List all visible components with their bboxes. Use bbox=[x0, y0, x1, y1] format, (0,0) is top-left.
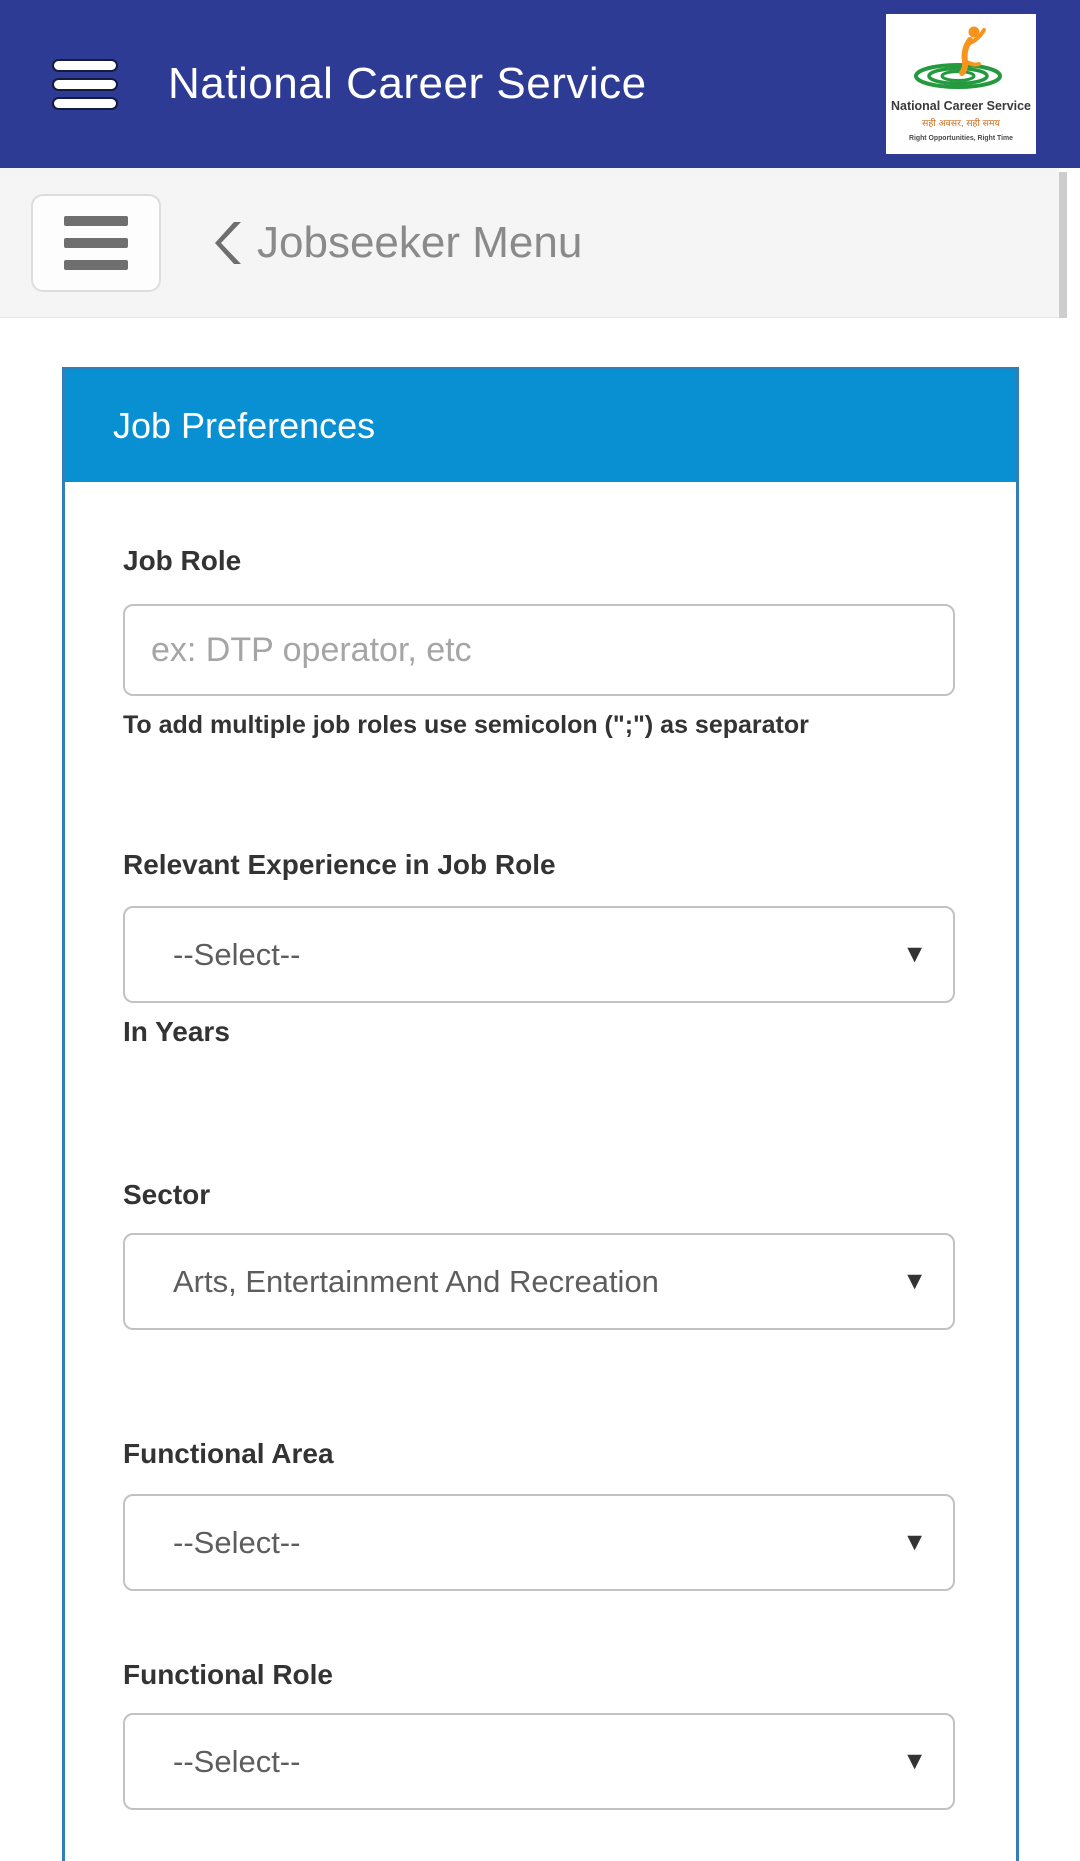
dropdown-caret-icon: ▼ bbox=[902, 940, 927, 968]
sector-label: Sector bbox=[123, 1179, 211, 1210]
hamburger-menu-icon[interactable] bbox=[52, 58, 118, 110]
hamburger-bar bbox=[64, 238, 128, 248]
dropdown-caret-icon: ▼ bbox=[902, 1267, 927, 1295]
card-title: Job Preferences bbox=[113, 405, 376, 446]
dropdown-caret-icon: ▼ bbox=[902, 1528, 927, 1556]
chevron-left-icon bbox=[215, 222, 241, 264]
job-role-input[interactable] bbox=[123, 604, 955, 696]
hamburger-icon bbox=[64, 216, 128, 226]
card-header: Job Preferences bbox=[65, 370, 1016, 482]
svg-text:National Career Service: National Career Service bbox=[891, 98, 1031, 113]
jobseeker-menu-bar: Jobseeker Menu bbox=[0, 168, 1080, 318]
in-years-label: In Years bbox=[123, 1016, 230, 1047]
functional-role-select[interactable]: --Select-- ▼ bbox=[123, 1713, 955, 1810]
hamburger-bar bbox=[52, 58, 118, 72]
experience-label: Relevant Experience in Job Role bbox=[123, 849, 556, 880]
job-role-label: Job Role bbox=[123, 545, 242, 576]
functional-role-select-value: --Select-- bbox=[173, 1743, 301, 1779]
dropdown-caret-icon: ▼ bbox=[902, 1747, 927, 1775]
leaping-person-icon bbox=[959, 26, 986, 76]
jobseeker-menu-surface: Jobseeker Menu bbox=[0, 168, 1059, 318]
sector-select[interactable]: Arts, Entertainment And Recreation ▼ bbox=[123, 1233, 955, 1330]
hamburger-bar bbox=[64, 260, 128, 270]
card-body: Job Role To add multiple job roles use s… bbox=[65, 482, 1016, 1861]
functional-area-select[interactable]: --Select-- ▼ bbox=[123, 1494, 955, 1591]
app-title: National Career Service bbox=[168, 59, 647, 108]
hamburger-bar bbox=[52, 77, 118, 91]
svg-text:Right Opportunities, Right Tim: Right Opportunities, Right Time bbox=[909, 133, 1013, 142]
ncs-logo-graphic: National Career Service सही अवसर, सही सम… bbox=[886, 14, 1036, 154]
scrollbar[interactable] bbox=[1059, 172, 1067, 318]
ncs-logo: National Career Service सही अवसर, सही सम… bbox=[886, 14, 1036, 154]
experience-select[interactable]: --Select-- ▼ bbox=[123, 906, 955, 1003]
hamburger-bar bbox=[52, 96, 118, 110]
jobseeker-menu-label: Jobseeker Menu bbox=[257, 218, 583, 267]
functional-area-label: Functional Area bbox=[123, 1438, 334, 1469]
functional-area-select-value: --Select-- bbox=[173, 1524, 301, 1560]
menu-toggle-button[interactable] bbox=[31, 194, 161, 292]
functional-role-label: Functional Role bbox=[123, 1659, 333, 1690]
experience-select-value: --Select-- bbox=[173, 936, 301, 972]
job-role-helper-text: To add multiple job roles use semicolon … bbox=[123, 711, 809, 739]
sector-select-value: Arts, Entertainment And Recreation bbox=[173, 1263, 659, 1299]
job-preferences-card: Job Preferences Job Role To add multiple… bbox=[62, 367, 1019, 1861]
jobseeker-menu-back-link[interactable]: Jobseeker Menu bbox=[213, 218, 582, 268]
svg-text:सही अवसर, सही समय: सही अवसर, सही समय bbox=[922, 117, 1001, 128]
app-header: National Career Service National Career … bbox=[0, 0, 1080, 168]
